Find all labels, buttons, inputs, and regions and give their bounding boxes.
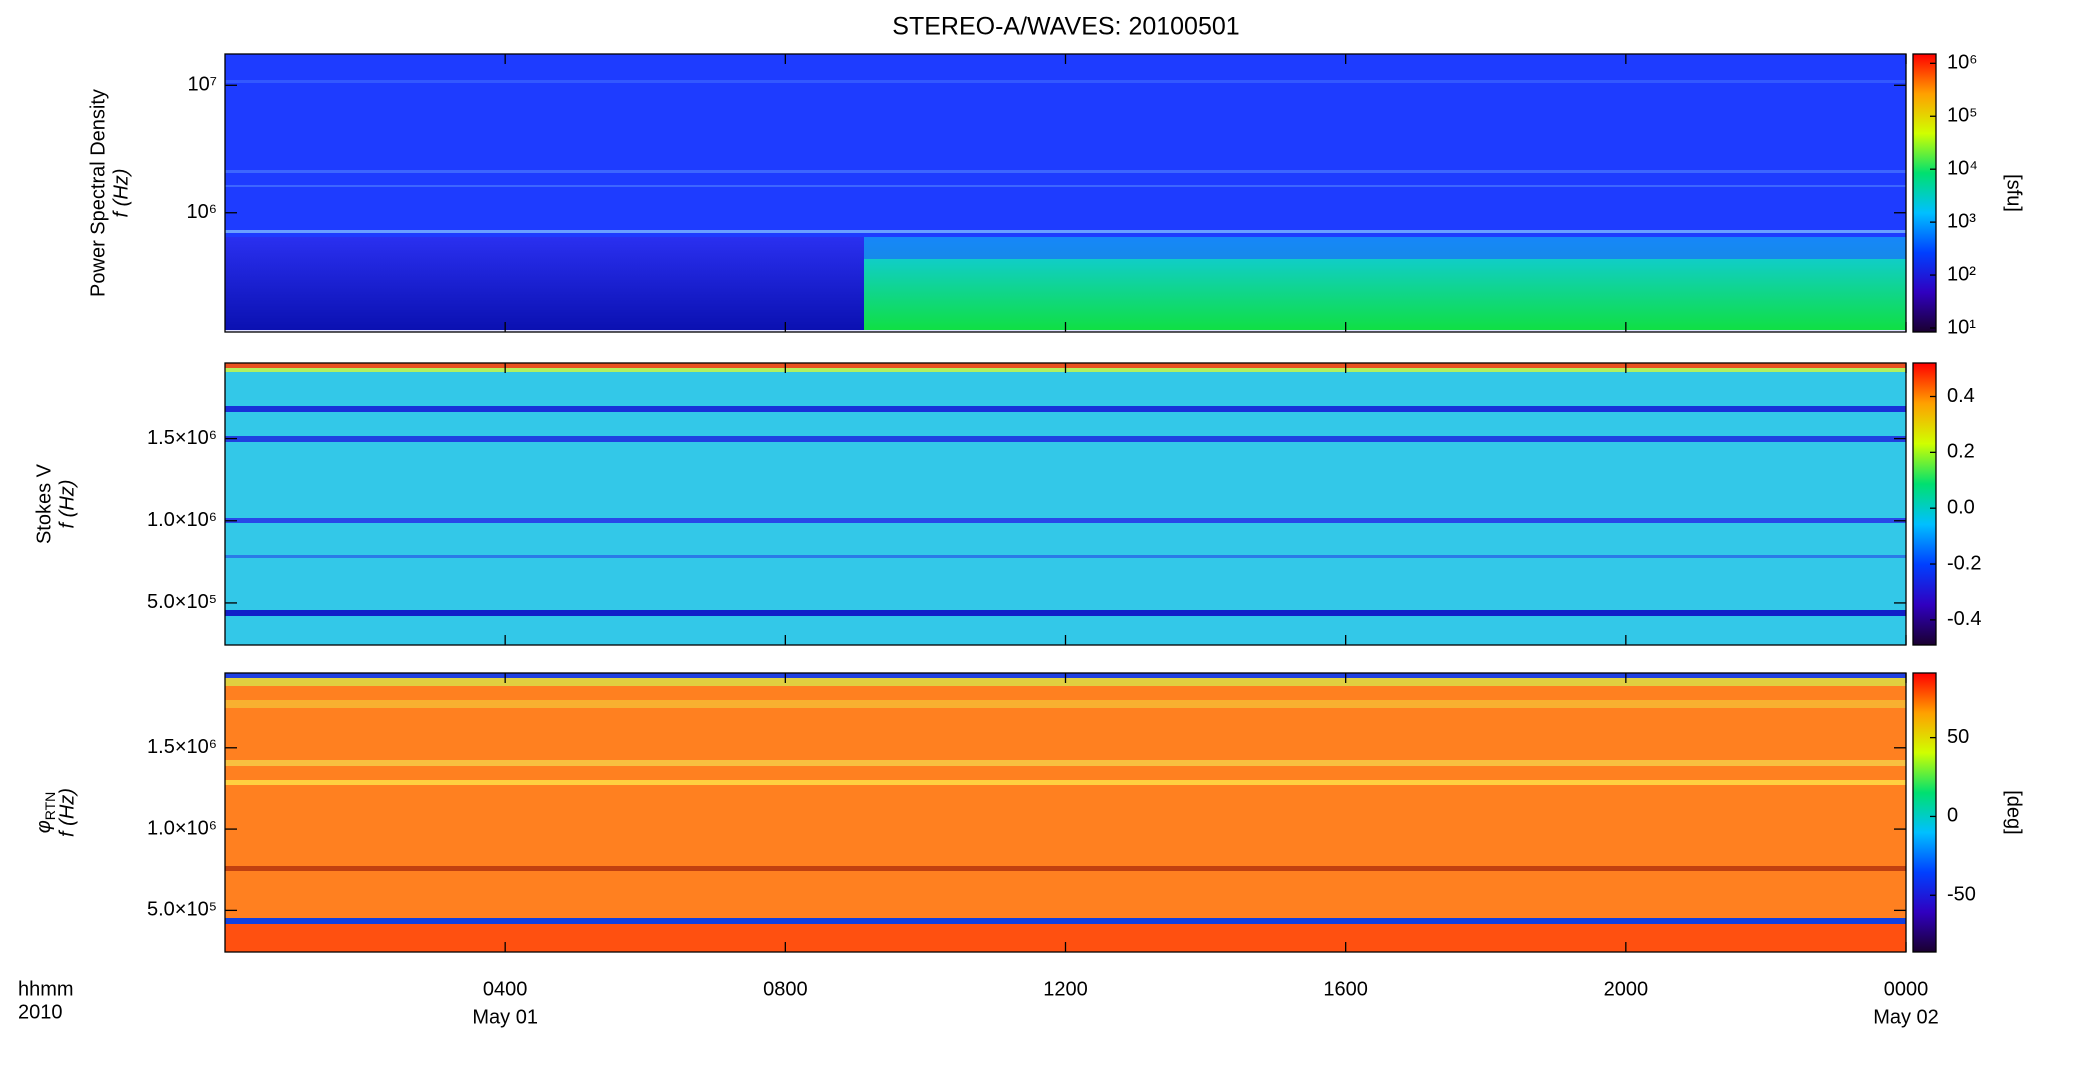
y-tick-label: 1.0×10⁶	[147, 817, 217, 839]
colorbar	[1912, 362, 1937, 646]
y-tick-label: 1.5×10⁶	[147, 427, 217, 449]
y-tick-label: 5.0×10⁵	[147, 899, 217, 921]
title: STEREO-A/WAVES: 20100501	[892, 13, 1239, 41]
colorbar-tick-label: 0	[1947, 805, 1958, 827]
y-tick-label: 5.0×10⁵	[147, 591, 217, 613]
x-tick-label: 0000	[1884, 978, 1929, 1000]
x-tick-label: 2000	[1604, 978, 1649, 1000]
y-axis-label-subscript: RTN	[42, 792, 58, 821]
x-tick-label: 0400	[483, 978, 528, 1000]
y-tick-label: 1.0×10⁶	[147, 509, 217, 531]
x-axis-label: hhmm	[18, 978, 74, 1000]
colorbar-label: [deg]	[2003, 790, 2025, 834]
x-tick-label: 0800	[763, 978, 808, 1000]
colorbar	[1912, 672, 1937, 953]
colorbar-tick-label: 10¹	[1947, 316, 1976, 338]
colorbar-tick-label: 0.4	[1947, 385, 1975, 407]
x-date-label: May 02	[1873, 1006, 1939, 1028]
colorbar-tick-label: 50	[1947, 726, 1969, 748]
colorbar-tick-label: 0.2	[1947, 441, 1975, 463]
y-tick-label: 1.5×10⁶	[147, 736, 217, 758]
colorbar-tick-label: 10⁵	[1947, 105, 1978, 127]
colorbar-tick-label: 10⁴	[1947, 157, 1978, 179]
y-axis-label-symbol: φ	[33, 820, 55, 833]
colorbar-label: [sfu]	[2003, 174, 2025, 212]
spectrogram-1	[225, 54, 1906, 332]
colorbar-tick-label: 10³	[1947, 210, 1976, 232]
y-tick-label: 10⁶	[187, 201, 217, 223]
y-axis-label: f (Hz)	[56, 480, 78, 529]
colorbar-tick-label: 0.0	[1947, 496, 1975, 518]
y-axis-label: Stokes V	[33, 463, 55, 544]
colorbar-tick-label: 10⁶	[1947, 52, 1977, 74]
colorbar-tick-label: -0.4	[1947, 608, 1981, 630]
x-date-label: May 01	[472, 1006, 538, 1028]
x-tick-label: 1200	[1043, 978, 1088, 1000]
x-axis-label: 2010	[18, 1001, 63, 1023]
y-axis-label: f (Hz)	[110, 169, 132, 218]
y-axis-label: φRTN	[33, 792, 57, 834]
colorbar-tick-label: -50	[1947, 884, 1976, 906]
colorbar-tick-label: 10²	[1947, 263, 1976, 285]
spectrogram-2	[225, 363, 1906, 645]
y-axis-label: Power Spectral Density	[87, 89, 109, 297]
spectrogram-3	[225, 673, 1906, 952]
colorbar-tick-label: -0.2	[1947, 552, 1981, 574]
colorbar	[1912, 53, 1937, 333]
y-tick-label: 10⁷	[188, 74, 217, 96]
x-tick-label: 1600	[1323, 978, 1368, 1000]
y-axis-label: f (Hz)	[56, 788, 78, 837]
